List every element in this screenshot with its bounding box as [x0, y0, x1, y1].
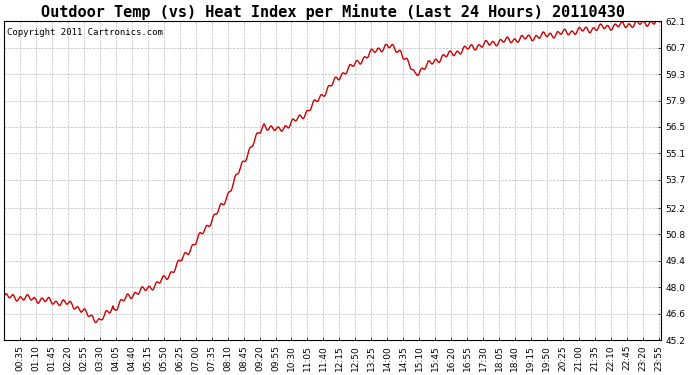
Text: Copyright 2011 Cartronics.com: Copyright 2011 Cartronics.com [8, 28, 164, 37]
Title: Outdoor Temp (vs) Heat Index per Minute (Last 24 Hours) 20110430: Outdoor Temp (vs) Heat Index per Minute … [41, 4, 624, 20]
